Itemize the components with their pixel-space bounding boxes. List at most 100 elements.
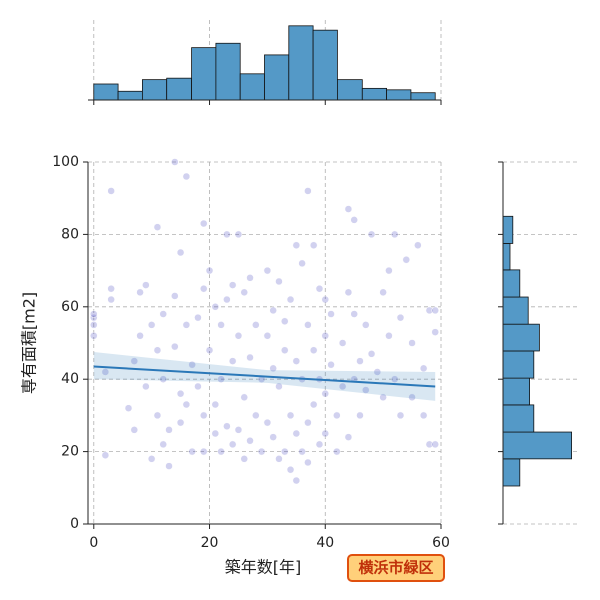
- scatter-point: [292, 429, 301, 438]
- scatter-point: [246, 274, 254, 282]
- scatter-point: [153, 411, 162, 420]
- scatter-point: [425, 306, 434, 315]
- scatter-point: [344, 433, 353, 441]
- scatter-point: [124, 404, 133, 412]
- histogram-bar: [239, 73, 265, 101]
- scatter-point: [309, 346, 318, 354]
- histogram-bar: [502, 377, 531, 406]
- scatter-point: [240, 288, 248, 297]
- y-tick-label: 60: [61, 299, 79, 315]
- scatter-point: [281, 447, 289, 456]
- scatter-point: [136, 288, 144, 297]
- scatter-point: [356, 411, 364, 420]
- scatter-point: [309, 241, 318, 250]
- scatter-point: [350, 216, 358, 224]
- scatter-point: [257, 447, 266, 456]
- histogram-bar: [502, 431, 572, 460]
- scatter-point: [263, 266, 272, 275]
- scatter-point: [408, 393, 416, 402]
- x-tick-label: 40: [316, 535, 334, 551]
- x-axis-label: 築年数[年]: [225, 558, 302, 577]
- scatter-point: [321, 429, 330, 438]
- scatter-point: [176, 389, 185, 398]
- scatter-point: [194, 313, 202, 322]
- scatter-point: [176, 248, 185, 257]
- scatter-point: [269, 433, 277, 441]
- scatter-point: [228, 281, 237, 289]
- scatter-point: [142, 281, 150, 289]
- scatter-point: [107, 295, 115, 304]
- scatter-point: [147, 455, 156, 463]
- scatter-point: [246, 353, 254, 362]
- scatter-point: [292, 476, 301, 485]
- histogram-bar: [166, 77, 192, 101]
- histogram-bar: [117, 90, 143, 101]
- scatter-point: [402, 255, 411, 264]
- scatter-point: [315, 440, 324, 449]
- scatter-point: [333, 447, 341, 456]
- scatter-point: [234, 230, 243, 239]
- scatter-point: [217, 447, 225, 456]
- scatter-point: [228, 440, 237, 449]
- scatter-point: [205, 346, 214, 354]
- scatter-point: [356, 357, 364, 365]
- scatter-point: [385, 332, 393, 340]
- badge: [347, 554, 445, 582]
- scatter-point: [246, 436, 254, 445]
- histogram-bar: [502, 404, 535, 433]
- scatter-point: [396, 411, 405, 420]
- scatter-point: [101, 368, 110, 376]
- badge-text: 横浜市緑区: [358, 559, 433, 577]
- histogram-bar: [191, 47, 217, 101]
- scatter-point: [362, 321, 370, 329]
- scatter-point: [199, 411, 208, 420]
- scatter-point: [379, 288, 387, 297]
- histogram-bar: [502, 350, 535, 379]
- scatter-point: [362, 386, 370, 394]
- scatter-point: [130, 426, 139, 434]
- y-tick-label: 40: [61, 371, 79, 387]
- scatter-point: [90, 310, 98, 318]
- scatter-point: [153, 346, 162, 354]
- histogram-bar: [502, 215, 514, 244]
- scatter-point: [90, 332, 98, 340]
- scatter-point: [130, 357, 139, 365]
- histogram-bar: [215, 42, 241, 101]
- scatter-point: [419, 364, 428, 373]
- scatter-point: [171, 292, 179, 300]
- histogram-bar: [502, 243, 511, 271]
- scatter-point: [431, 328, 439, 336]
- scatter-point: [194, 382, 202, 391]
- y-tick-label: 0: [70, 516, 79, 532]
- scatter-point: [269, 364, 277, 373]
- histogram-bar: [502, 296, 529, 325]
- scatter-point: [304, 458, 312, 467]
- scatter-point: [304, 187, 312, 195]
- scatter-point: [223, 295, 231, 304]
- scatter-point: [159, 375, 167, 383]
- scatter-point: [159, 440, 167, 449]
- scatter-point: [298, 447, 306, 456]
- scatter-point: [211, 400, 220, 409]
- scatter-point: [159, 310, 167, 318]
- scatter-point: [344, 205, 353, 213]
- scatter-point: [217, 375, 225, 383]
- y-tick-label: 80: [61, 226, 79, 242]
- y-tick-label: 100: [52, 154, 79, 170]
- scatter-point: [390, 375, 399, 383]
- scatter-point: [211, 429, 220, 438]
- scatter-point: [101, 451, 110, 459]
- scatter-point: [90, 321, 98, 329]
- scatter-point: [263, 418, 272, 427]
- scatter-point: [373, 368, 382, 376]
- scatter-point: [286, 465, 295, 474]
- scatter-point: [304, 321, 312, 329]
- scatter-point: [252, 411, 260, 420]
- scatter-point: [182, 400, 191, 409]
- scatter-point: [338, 339, 347, 347]
- scatter-point: [367, 230, 376, 239]
- regression-line: [93, 365, 436, 388]
- scatter-point: [165, 426, 173, 434]
- scatter-point: [309, 400, 318, 409]
- x-tick-label: 0: [89, 535, 98, 551]
